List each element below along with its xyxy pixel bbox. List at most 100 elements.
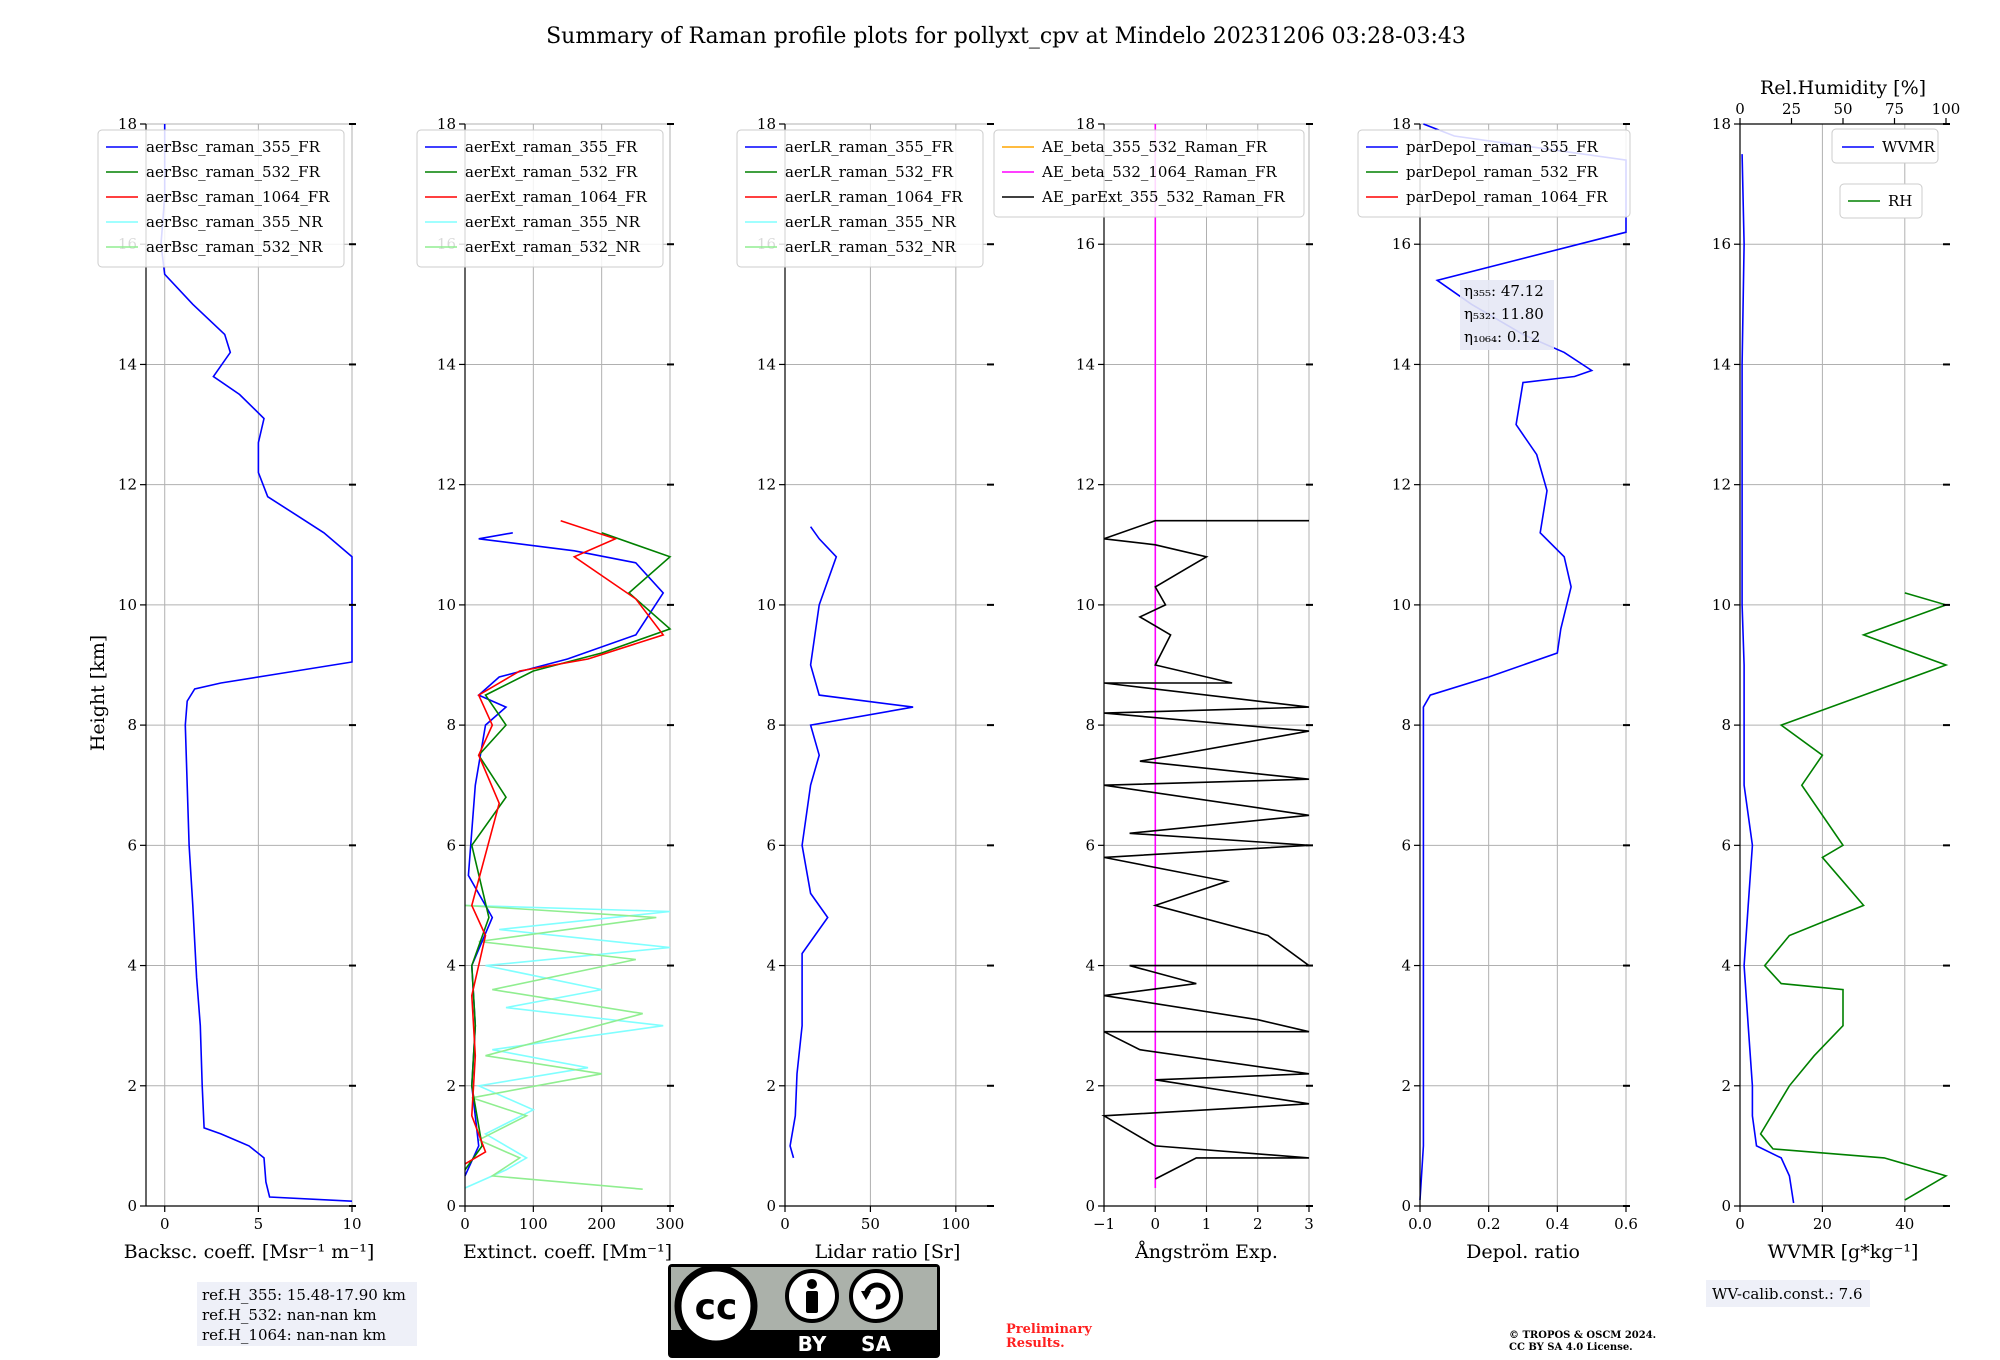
y-tick-label: 10 xyxy=(437,596,456,614)
legend-label: RH xyxy=(1888,192,1912,210)
series-aerLR_raman_355_FR xyxy=(789,526,914,1159)
x-tick-label: 0 xyxy=(460,1215,470,1233)
y-tick-label: 4 xyxy=(1721,957,1731,975)
top-tick-label: 100 xyxy=(1932,100,1961,118)
top-tick-label: 0 xyxy=(1735,100,1745,118)
y-tick-label: 14 xyxy=(118,355,137,373)
y-axis-label: Height [km] xyxy=(87,635,109,751)
legend-label: AE_beta_532_1064_Raman_FR xyxy=(1041,163,1277,181)
legend-depol: parDepol_raman_355_FR parDepol_raman_532_… xyxy=(1357,129,1631,218)
y-tick-label: 8 xyxy=(1401,716,1411,734)
y-tick-label: 18 xyxy=(118,115,137,133)
x-axis-label: Backsc. coeff. [Msr⁻¹ m⁻¹] xyxy=(124,1241,375,1263)
y-tick-label: 18 xyxy=(757,115,776,133)
preliminary-note-2: Results. xyxy=(1006,1336,1065,1351)
y-tick-label: 16 xyxy=(1076,235,1095,253)
x-tick-label: 200 xyxy=(587,1215,616,1233)
depol-annotation-line: η₁₀₆₄: 0.12 xyxy=(1464,328,1540,346)
x-tick-label: 0.0 xyxy=(1408,1215,1432,1233)
x-tick-label: 0.2 xyxy=(1477,1215,1501,1233)
top-tick-label: 25 xyxy=(1782,100,1801,118)
legend-label: aerLR_raman_532_NR xyxy=(785,238,956,256)
series-WVMR xyxy=(1741,154,1795,1204)
legend-rh: RH xyxy=(1839,183,1923,219)
depol-annotation: η₃₅₅: 47.12 η₅₃₂: 11.80 η₁₀₆₄: 0.12 xyxy=(1460,280,1554,350)
y-tick-label: 4 xyxy=(1401,957,1411,975)
y-tick-label: 12 xyxy=(437,476,456,494)
panels: 0246810121416180510Backsc. coeff. [Msr⁻¹… xyxy=(97,77,1960,1263)
x-tick-label: 5 xyxy=(254,1215,264,1233)
legend-label: aerExt_raman_532_FR xyxy=(465,163,638,181)
y-tick-label: 10 xyxy=(757,596,776,614)
y-tick-label: 2 xyxy=(127,1077,137,1095)
y-tick-label: 8 xyxy=(446,716,456,734)
y-tick-label: 8 xyxy=(1085,716,1095,734)
x-tick-label: 100 xyxy=(519,1215,548,1233)
by-label: BY xyxy=(798,1332,827,1356)
sa-label: SA xyxy=(861,1332,891,1356)
reference-height-box: ref.H_355: 15.48-17.90 km ref.H_532: nan… xyxy=(197,1282,417,1346)
legend-label: aerExt_raman_532_NR xyxy=(465,238,641,256)
ref-h-1064: ref.H_1064: nan-nan km xyxy=(202,1326,386,1344)
top-tick-label: 75 xyxy=(1885,100,1904,118)
y-tick-label: 10 xyxy=(1392,596,1411,614)
x-tick-label: 100 xyxy=(942,1215,971,1233)
x-tick-label: 0.6 xyxy=(1614,1215,1638,1233)
y-tick-label: 6 xyxy=(766,836,776,854)
y-tick-label: 4 xyxy=(127,957,137,975)
series-aerExt_raman_355_NR xyxy=(464,904,671,1189)
y-tick-label: 14 xyxy=(1076,355,1095,373)
y-tick-label: 6 xyxy=(1401,836,1411,854)
series-aerExt_raman_532_NR xyxy=(464,904,657,1190)
legend-label: aerBsc_raman_355_NR xyxy=(146,213,323,231)
legend-label: aerBsc_raman_355_FR xyxy=(146,138,321,156)
series-aerExt_raman_355_FR xyxy=(464,532,665,1177)
y-tick-label: 8 xyxy=(1721,716,1731,734)
y-tick-label: 2 xyxy=(446,1077,456,1095)
y-tick-label: 0 xyxy=(766,1197,776,1215)
cc-logo-text: cc xyxy=(695,1287,738,1328)
y-tick-label: 2 xyxy=(1085,1077,1095,1095)
legend-lr: aerLR_raman_355_FR aerLR_raman_532_FR aerL… xyxy=(736,129,984,268)
x-tick-label: 20 xyxy=(1813,1215,1832,1233)
top-axis-label: Rel.Humidity [%] xyxy=(1760,77,1926,99)
cc-by-sa-badge: cc BY SA xyxy=(668,1264,940,1358)
x-tick-label: 50 xyxy=(861,1215,880,1233)
legend-bsc: aerBsc_raman_355_FR aerBsc_raman_532_FRae… xyxy=(97,129,345,268)
y-tick-label: 0 xyxy=(1085,1197,1095,1215)
depol-annotation-line: η₃₅₅: 47.12 xyxy=(1464,282,1544,300)
y-tick-label: 4 xyxy=(766,957,776,975)
y-tick-label: 12 xyxy=(1712,476,1731,494)
y-tick-label: 4 xyxy=(446,957,456,975)
panel-lr: 024681012141618050100Lidar ratio [Sr]aer… xyxy=(736,115,994,1263)
legend-label: parDepol_raman_355_FR xyxy=(1406,138,1599,156)
y-tick-label: 6 xyxy=(1085,836,1095,854)
y-tick-label: 2 xyxy=(1721,1077,1731,1095)
y-tick-label: 14 xyxy=(1712,355,1731,373)
legend-label: aerLR_raman_355_FR xyxy=(785,138,954,156)
series-RH xyxy=(1759,592,1949,1201)
series-aerBsc_raman_355_FR xyxy=(160,124,353,1202)
y-tick-label: 18 xyxy=(1712,115,1731,133)
ref-h-532: ref.H_532: nan-nan km xyxy=(202,1306,377,1324)
x-axis-label: Depol. ratio xyxy=(1466,1241,1580,1263)
x-tick-label: 10 xyxy=(342,1215,361,1233)
y-tick-label: 6 xyxy=(1721,836,1731,854)
y-tick-label: 8 xyxy=(127,716,137,734)
legend-label: AE_parExt_355_532_Raman_FR xyxy=(1041,188,1286,206)
panel-depol: 0 2 4 6 8 10 12 14 16 18 0.0 0.2 0.4 0.6 Depol. ratio p… xyxy=(1357,115,1638,1263)
legend-ext: aerExt_raman_355_FR aerExt_raman_532_FRae… xyxy=(416,129,664,268)
y-tick-label: 16 xyxy=(1712,235,1731,253)
y-tick-label: 10 xyxy=(1076,596,1095,614)
x-tick-label: 0.4 xyxy=(1545,1215,1569,1233)
wv-calib-box: WV-calib.const.: 7.6 xyxy=(1706,1280,1870,1307)
x-axis-label: Ångström Exp. xyxy=(1134,1241,1278,1263)
legend-label: aerLR_raman_532_FR xyxy=(785,163,954,181)
legend-label: aerLR_raman_355_NR xyxy=(785,213,956,231)
x-tick-label: 1 xyxy=(1202,1215,1212,1233)
x-tick-label: 300 xyxy=(656,1215,685,1233)
copyright-line-2: CC BY SA 4.0 License. xyxy=(1509,1342,1633,1353)
y-tick-label: 14 xyxy=(757,355,776,373)
